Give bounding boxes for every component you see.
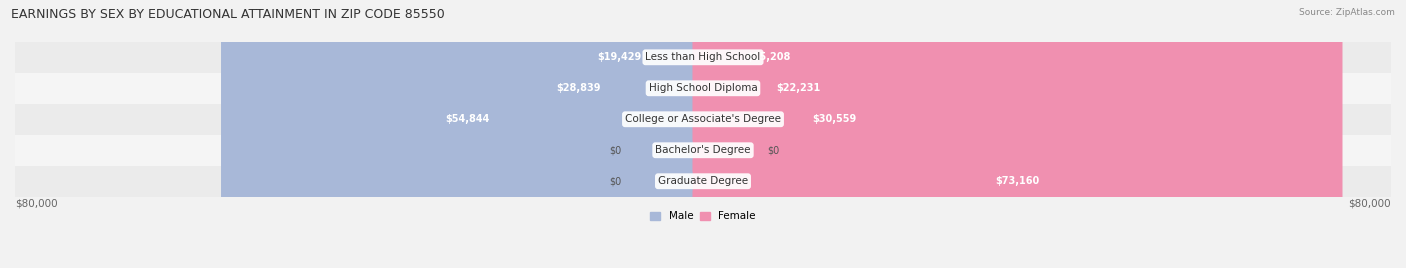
Text: $54,844: $54,844 — [444, 114, 489, 124]
Text: $28,839: $28,839 — [557, 83, 602, 93]
Text: $15,208: $15,208 — [747, 52, 790, 62]
Bar — [15, 42, 1391, 73]
Text: Graduate Degree: Graduate Degree — [658, 176, 748, 186]
Text: EARNINGS BY SEX BY EDUCATIONAL ATTAINMENT IN ZIP CODE 85550: EARNINGS BY SEX BY EDUCATIONAL ATTAINMEN… — [11, 8, 444, 21]
Text: $80,000: $80,000 — [1348, 198, 1391, 208]
Text: $0: $0 — [768, 145, 780, 155]
Text: $22,231: $22,231 — [776, 83, 821, 93]
Text: $0: $0 — [609, 176, 621, 186]
Text: $73,160: $73,160 — [995, 176, 1039, 186]
Text: $80,000: $80,000 — [15, 198, 58, 208]
Text: $0: $0 — [609, 145, 621, 155]
FancyBboxPatch shape — [693, 0, 844, 268]
FancyBboxPatch shape — [634, 172, 703, 191]
Bar — [15, 135, 1391, 166]
Text: $30,559: $30,559 — [813, 114, 856, 124]
FancyBboxPatch shape — [703, 141, 755, 160]
FancyBboxPatch shape — [444, 0, 713, 268]
Bar — [15, 73, 1391, 104]
Bar — [15, 166, 1391, 197]
FancyBboxPatch shape — [526, 0, 713, 268]
Text: Source: ZipAtlas.com: Source: ZipAtlas.com — [1299, 8, 1395, 17]
FancyBboxPatch shape — [634, 141, 703, 160]
Text: Less than High School: Less than High School — [645, 52, 761, 62]
Text: High School Diploma: High School Diploma — [648, 83, 758, 93]
Text: Bachelor's Degree: Bachelor's Degree — [655, 145, 751, 155]
Text: $19,429: $19,429 — [598, 52, 641, 62]
FancyBboxPatch shape — [693, 0, 904, 268]
Legend: Male, Female: Male, Female — [645, 207, 761, 226]
Bar — [15, 104, 1391, 135]
Text: College or Associate's Degree: College or Associate's Degree — [626, 114, 780, 124]
FancyBboxPatch shape — [693, 0, 976, 268]
FancyBboxPatch shape — [693, 0, 1343, 268]
FancyBboxPatch shape — [221, 0, 713, 268]
